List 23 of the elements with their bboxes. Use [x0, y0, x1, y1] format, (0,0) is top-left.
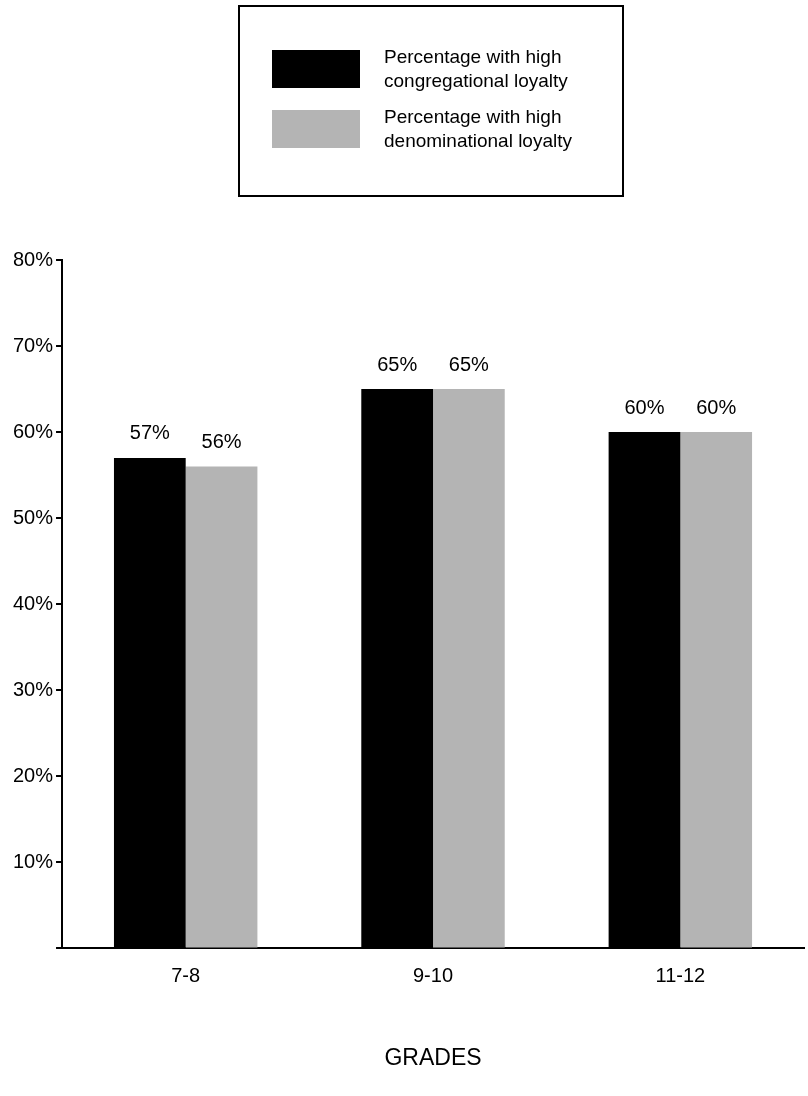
legend-label: Percentage with high congregational loyalty: [384, 45, 569, 93]
bar: [680, 432, 753, 948]
data-label: 60%: [624, 395, 665, 418]
x-tick-label: 7-8: [171, 963, 201, 986]
legend-label: Percentage with high denominational loyalty: [384, 105, 573, 153]
y-tick-label: 80%: [13, 247, 54, 270]
y-tick-label: 10%: [13, 849, 54, 872]
y-tick-label: 70%: [13, 333, 54, 356]
data-label: 65%: [377, 352, 418, 375]
y-tick-label: 20%: [13, 763, 54, 786]
y-tick-label: 30%: [13, 677, 54, 700]
data-label: 56%: [201, 430, 242, 453]
data-label: 57%: [129, 421, 171, 444]
data-label: 65%: [448, 352, 490, 375]
x-tick-label: 11-12: [655, 963, 706, 986]
y-tick-label: 50%: [13, 505, 54, 528]
x-tick-label: 9-10: [413, 963, 454, 986]
y-tick-label: 60%: [13, 419, 54, 442]
y-tick-label: 40%: [13, 591, 54, 614]
data-label: 60%: [696, 395, 737, 418]
bar: [185, 466, 258, 948]
x-axis-title: GRADES: [384, 1043, 482, 1070]
bar: [433, 389, 505, 948]
